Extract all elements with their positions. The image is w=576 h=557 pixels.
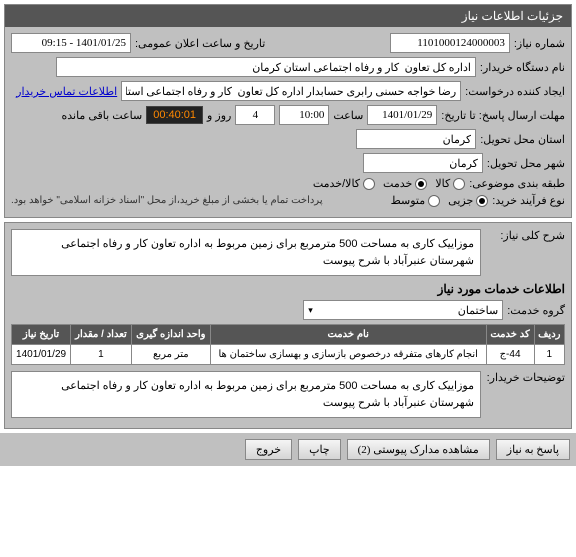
need-title-label: شرح کلی نیاز: xyxy=(485,229,565,242)
cell-qty: 1 xyxy=(71,345,132,365)
need-number-label: شماره نیاز: xyxy=(514,37,565,50)
col-code: کد خدمت xyxy=(486,325,534,345)
org-label: نام دستگاه خریدار: xyxy=(480,61,565,74)
contact-link[interactable]: اطلاعات تماس خریدار xyxy=(16,85,117,98)
dropdown-value: ساختمان xyxy=(458,304,498,317)
radio-medium[interactable]: متوسط xyxy=(391,194,441,207)
radio-small[interactable]: جزیی xyxy=(448,194,488,207)
col-row: ردیف xyxy=(534,325,564,345)
panel-body-2: شرح کلی نیاز: موزاییک کاری به مساحت 500 … xyxy=(5,223,571,428)
reply-button[interactable]: پاسخ به نیاز xyxy=(496,439,570,460)
exit-button[interactable]: خروج xyxy=(245,439,292,460)
radio-label: کالا xyxy=(435,177,450,190)
process-type-group: جزیی متوسط xyxy=(391,194,489,207)
radio-icon xyxy=(476,195,488,207)
button-row: پاسخ به نیاز مشاهده مدارک پیوستی (2) چاپ… xyxy=(0,433,576,466)
group-label: گروه خدمت: xyxy=(507,304,565,317)
province-label: استان محل تحویل: xyxy=(480,133,565,146)
remain-label: ساعت باقی مانده xyxy=(61,109,142,122)
announce-label: تاریخ و ساعت اعلان عمومی: xyxy=(135,37,265,50)
need-number-field xyxy=(390,33,510,53)
services-title: اطلاعات خدمات مورد نیاز xyxy=(11,282,565,296)
attachments-button[interactable]: مشاهده مدارک پیوستی (2) xyxy=(347,439,490,460)
subject-type-label: طبقه بندی موضوعی: xyxy=(469,177,565,190)
countdown-timer: 00:40:01 xyxy=(146,106,203,124)
need-title-box: موزاییک کاری به مساحت 500 مترمربع برای ز… xyxy=(11,229,481,276)
radio-icon xyxy=(415,178,427,190)
city-label: شهر محل تحویل: xyxy=(487,157,565,170)
group-dropdown[interactable]: ساختمان ▾ xyxy=(303,300,503,320)
cell-name: انجام کارهای متفرقه درخصوص بازسازی و بهس… xyxy=(210,345,486,365)
col-name: نام خدمت xyxy=(210,325,486,345)
panel-body: شماره نیاز: تاریخ و ساعت اعلان عمومی: نا… xyxy=(5,27,571,217)
need-desc-panel: شرح کلی نیاز: موزاییک کاری به مساحت 500 … xyxy=(4,222,572,429)
announce-field xyxy=(11,33,131,53)
radio-both[interactable]: کالا/خدمت xyxy=(313,177,375,190)
deadline-time-field xyxy=(279,105,329,125)
radio-icon xyxy=(363,178,375,190)
payment-note: پرداخت تمام یا بخشی از مبلغ خرید،از محل … xyxy=(11,195,323,206)
col-date: تاریخ نیاز xyxy=(12,325,71,345)
buyer-desc-box: موزاییک کاری به مساحت 500 مترمربع برای ز… xyxy=(11,371,481,418)
city-field xyxy=(363,153,483,173)
process-type-label: نوع فرآیند خرید: xyxy=(492,194,565,207)
chevron-down-icon: ▾ xyxy=(308,305,313,316)
cell-date: 1401/01/29 xyxy=(12,345,71,365)
need-details-panel: جزئیات اطلاعات نیاز شماره نیاز: تاریخ و … xyxy=(4,4,572,218)
radio-icon xyxy=(428,195,440,207)
print-button[interactable]: چاپ xyxy=(298,439,341,460)
day-label: روز و xyxy=(207,109,231,122)
subject-type-group: کالا خدمت کالا/خدمت xyxy=(313,177,465,190)
table-row: 1 44-ج انجام کارهای متفرقه درخصوص بازساز… xyxy=(12,345,565,365)
requester-label: ایجاد کننده درخواست: xyxy=(465,85,565,98)
deadline-date-field xyxy=(367,105,437,125)
radio-label: جزیی xyxy=(448,194,473,207)
days-field xyxy=(235,105,275,125)
col-unit: واحد اندازه گیری xyxy=(131,325,210,345)
requester-field xyxy=(121,81,461,101)
buyer-desc-label: توضیحات خریدار: xyxy=(485,371,565,384)
radio-service[interactable]: خدمت xyxy=(383,177,427,190)
org-field xyxy=(56,57,476,77)
cell-unit: متر مربع xyxy=(131,345,210,365)
time-label: ساعت xyxy=(333,109,363,122)
cell-code: 44-ج xyxy=(486,345,534,365)
radio-label: کالا/خدمت xyxy=(313,177,360,190)
services-table: ردیف کد خدمت نام خدمت واحد اندازه گیری ت… xyxy=(11,324,565,365)
radio-label: خدمت xyxy=(383,177,412,190)
province-field xyxy=(356,129,476,149)
col-qty: تعداد / مقدار xyxy=(71,325,132,345)
panel-header: جزئیات اطلاعات نیاز xyxy=(5,5,571,27)
cell-row: 1 xyxy=(534,345,564,365)
radio-label: متوسط xyxy=(391,194,426,207)
deadline-label: مهلت ارسال پاسخ: تا تاریخ: xyxy=(441,109,565,122)
radio-goods[interactable]: کالا xyxy=(435,177,465,190)
radio-icon xyxy=(453,178,465,190)
